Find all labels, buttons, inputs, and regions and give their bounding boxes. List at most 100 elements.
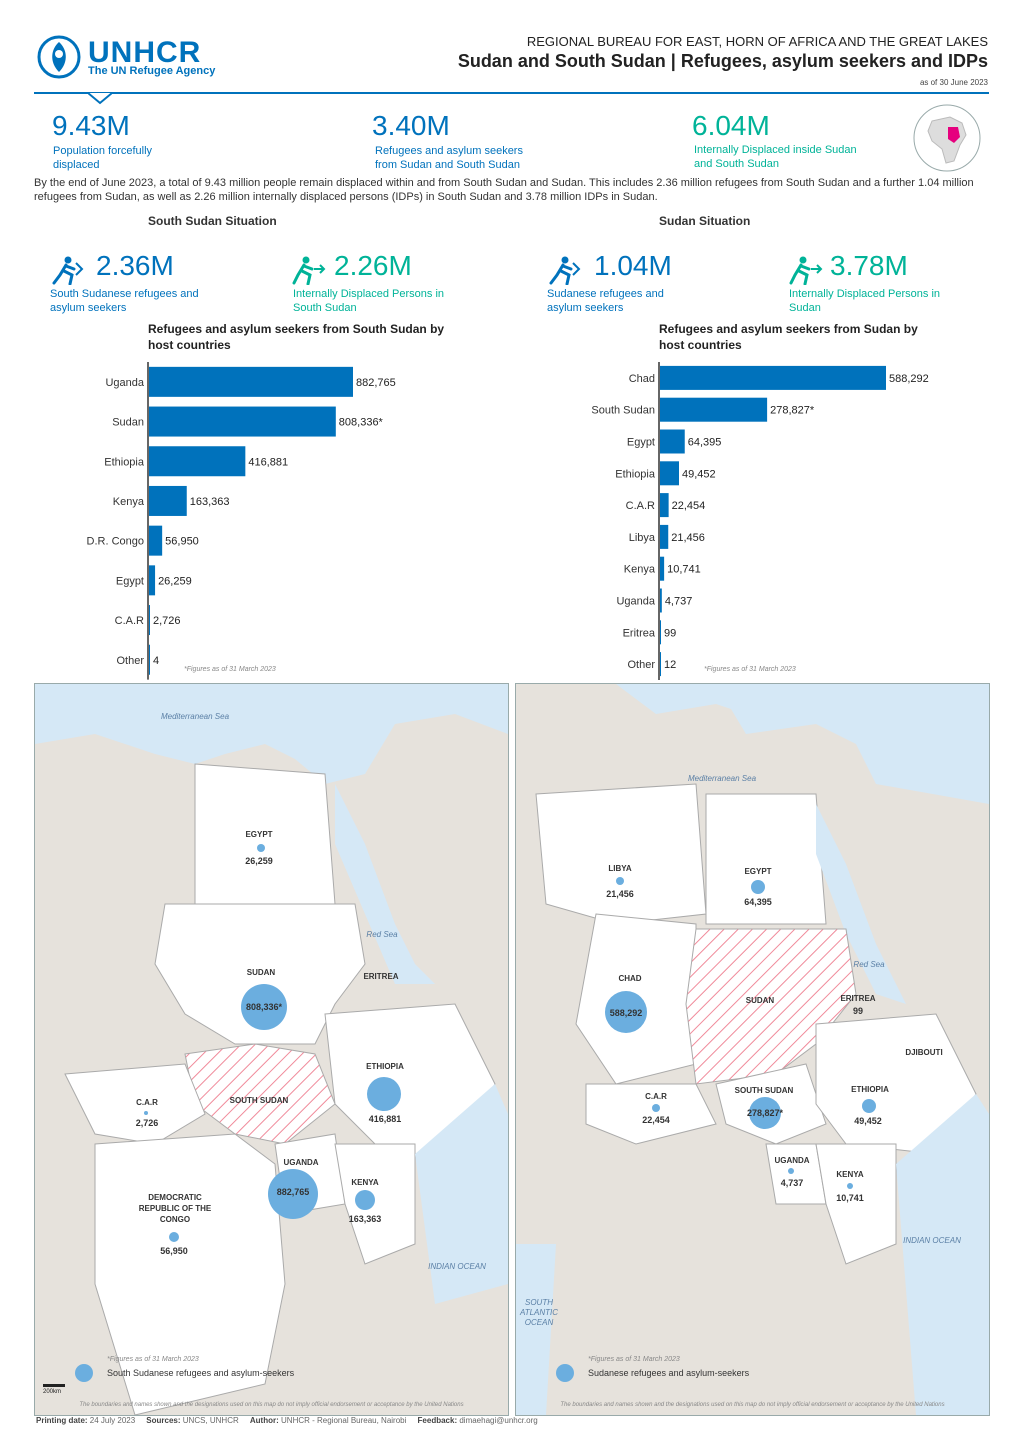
map-right-south-sudan-bubble [749,1097,781,1129]
map-left-egypt-value: 26,259 [245,856,273,866]
map-right-egypt-bubble [751,880,765,894]
map-left-sudan-value: 808,336* [245,1002,283,1012]
ss-chart-category-label-4: D.R. Congo [87,536,144,548]
sd-chart-bar-7 [660,588,662,613]
ss-chart-value-label-0: 882,765 [356,377,396,389]
footer-printing-value: 24 July 2023 [89,1416,136,1425]
map-right-uganda-label: UGANDA [774,1156,810,1165]
map-left-ethiopia-bubble [367,1077,401,1111]
map-left-red-sea-label: Red Sea [366,930,398,939]
ss-refugees-value: 2.36M [96,250,174,281]
map-left-origin-label: SOUTH SUDAN [229,1096,289,1105]
ss-idps-label-line1: Internally Displaced Persons in [293,288,445,300]
sudan-refugee-map: Mediterranean Sea Red Sea INDIAN OCEAN S… [515,683,990,1416]
kpi-refugees-label: Refugees and asylum seekers from Sudan a… [375,144,523,172]
map-right-mediterranean-label: Mediterranean Sea [687,774,757,783]
ss-chart-note: *Figures as of 31 March 2023 [184,666,276,673]
kpi-refugees-value: 3.40M [372,110,450,141]
map-right-disclaimer: The boundaries and names shown and the d… [560,1402,945,1408]
sd-chart-bar-3 [660,461,679,486]
sd-chart-category-label-2: Egypt [627,437,655,449]
footer-author-label: Author: [249,1416,279,1425]
sd-chart-bar-5 [660,524,669,549]
ss-refugees-label: South Sudanese refugees and asylum seeke… [50,287,199,315]
kpi-total-value: 9.43M [52,110,130,141]
sd-chart-value-label-7: 4,737 [665,596,693,608]
running-person-icon [549,256,581,285]
ss-chart-category-label-3: Kenya [113,496,145,508]
ss-chart-value-label-2: 416,881 [248,456,288,468]
ss-chart-bar-0 [149,366,353,397]
map-left-ethiopia-label: ETHIOPIA [366,1062,404,1071]
sd-chart-title-line1: Refugees and asylum seekers from Sudan b… [659,322,918,336]
sd-chart-bar-8 [660,620,661,645]
sd-chart-category-label-1: South Sudan [591,405,655,417]
ss-idps-value: 2.26M [334,250,412,281]
map-right-kenya-value: 10,741 [836,1193,864,1203]
map-right-car-bubble [652,1104,660,1112]
sd-chart-category-label-6: Kenya [624,564,656,576]
sd-chart-title-line2: host countries [659,338,742,352]
sd-refugees-label-line1: Sudanese refugees and [547,288,664,300]
kpi-idps-label: Internally Displaced inside Sudan and So… [694,143,857,171]
map-left-ethiopia-value: 416,881 [368,1114,402,1124]
ss-chart-value-label-3: 163,363 [190,496,230,508]
map-left-legend-bubble [75,1364,93,1382]
sd-refugees-label: Sudanese refugees and asylum seekers [547,287,664,315]
kpi-total-label-line2: displaced [53,159,100,171]
sd-chart-bar-0 [660,365,886,390]
sd-chart-value-label-1: 278,827* [770,405,815,417]
map-right-egypt-label: EGYPT [744,867,772,876]
footer: Printing date: 24 July 2023 Sources: UNC… [36,1416,538,1425]
map-right-chad-label: CHAD [618,974,642,983]
kpi-idps-label-line2: and South Sudan [694,158,780,170]
sd-idps-label: Internally Displaced Persons in Sudan [789,287,940,315]
africa-locator-map-icon [913,104,981,172]
idp-person-icon [789,256,823,285]
kpi-refugees-label-line1: Refugees and asylum seekers [375,145,523,157]
sd-chart-value-label-3: 49,452 [682,468,716,480]
map-left-legend-label: South Sudanese refugees and asylum-seeke… [107,1368,295,1378]
idp-person-icon [292,256,326,285]
map-left-eritrea-label: ERITREA [363,972,399,981]
sd-chart-category-label-3: Ethiopia [615,468,656,480]
footer-feedback-value: dimaehagi@unhcr.org [459,1416,538,1425]
ss-chart-bar-6 [149,605,150,636]
map-left-car-label: C.A.R [136,1098,158,1107]
unhcr-logo-icon [37,35,81,79]
footer-author-value: UNHCR - Regional Bureau, Nairobi [281,1416,407,1425]
ss-chart-bar-3 [149,485,187,516]
map-right-basemap [516,684,989,1415]
sd-chart-note: *Figures as of 31 March 2023 [704,666,796,673]
map-left-kenya-label: KENYA [351,1178,379,1187]
ss-refugees-label-line2: asylum seekers [50,302,127,314]
map-right-south-sudan-value: 278,827* [746,1108,784,1118]
sd-chart-bar-1 [660,397,768,422]
map-right-uganda-bubble [788,1168,794,1174]
map-right-chad-value: 588,292 [609,1008,643,1018]
map-left-drc-bubble [169,1232,179,1242]
page-title: Sudan and South Sudan | Refugees, asylum… [457,51,988,71]
sd-refugees-label-line2: asylum seekers [547,302,624,314]
map-left-egypt-label: EGYPT [245,830,273,839]
sd-chart-category-label-7: Uganda [616,596,655,608]
ss-chart-title-line2: host countries [148,338,231,352]
ss-chart-value-label-1: 808,336* [339,417,384,429]
footer-sources-label: Sources: [146,1416,181,1425]
header-supertitle: REGIONAL BUREAU FOR EAST, HORN OF AFRICA… [526,34,988,49]
logo-text: UNHCR [88,36,202,69]
sd-chart-bar-4 [660,493,669,518]
sd-chart-bar-2 [660,429,685,454]
map-left-sudan-bubble [241,984,287,1030]
map-right-indian-ocean-label: INDIAN OCEAN [903,1236,961,1245]
map-right-car-value: 22,454 [642,1115,670,1125]
map-left-note: *Figures as of 31 March 2023 [107,1356,199,1363]
map-left-sudan-label: SUDAN [246,968,276,977]
map-left-mediterranean-label: Mediterranean Sea [160,712,230,721]
map-right-uganda-value: 4,737 [780,1178,804,1188]
sd-chart-value-label-2: 64,395 [688,437,722,449]
footer-printing-label: Printing date: [36,1416,88,1425]
map-right-car-label: C.A.R [645,1092,667,1101]
header-rule [34,92,989,94]
south-sudan-situation-title: South Sudan Situation [148,214,277,228]
